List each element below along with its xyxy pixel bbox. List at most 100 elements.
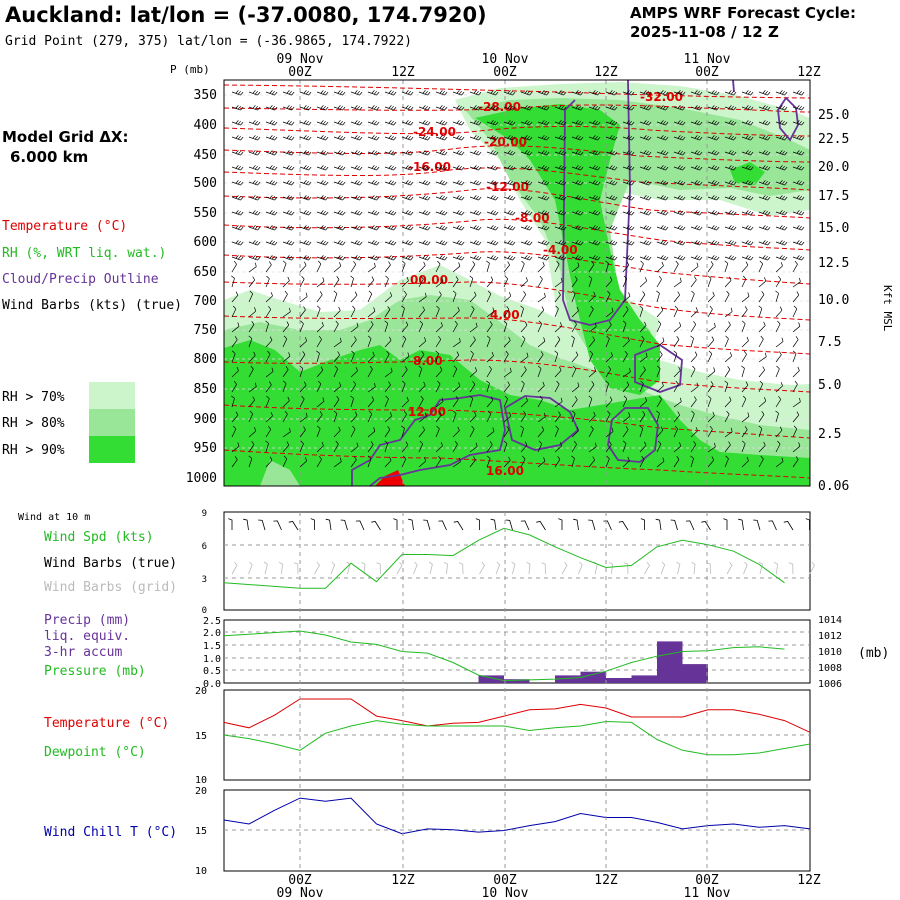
wind-barb xyxy=(248,225,261,231)
wind-barb xyxy=(265,150,278,156)
wind-barb xyxy=(622,395,628,408)
wind-barb xyxy=(333,180,346,186)
wind-barb xyxy=(639,411,646,423)
wind-barb xyxy=(690,396,697,408)
wind-barb xyxy=(605,255,618,261)
wind-barb xyxy=(656,320,662,333)
wind-barb xyxy=(469,255,482,261)
wind-barb xyxy=(435,350,439,363)
height-tick: 22.5 xyxy=(818,132,849,147)
pressure-tick: 600 xyxy=(194,235,217,250)
wind-barb xyxy=(231,350,236,363)
wind-barb xyxy=(231,395,235,408)
wind-barb xyxy=(520,195,533,201)
wind-panel-label: Wind at 10 m xyxy=(18,512,90,523)
wind-barb xyxy=(605,90,618,96)
wind-barb xyxy=(384,412,393,423)
wind-barb xyxy=(231,336,238,348)
wind-barb xyxy=(622,440,627,453)
precip-bar xyxy=(504,679,530,683)
wind-barb xyxy=(384,292,393,303)
wind-barb xyxy=(792,336,799,348)
wind-barb xyxy=(248,427,257,438)
wind-barb xyxy=(248,396,256,408)
isotherm-label: -20.00 xyxy=(484,135,527,149)
wind-barb xyxy=(316,397,325,408)
wind-barb xyxy=(503,350,509,363)
precip-bar xyxy=(580,671,606,683)
wind-barb xyxy=(775,105,788,111)
wind-barb xyxy=(350,255,363,261)
wind-barb xyxy=(775,306,783,318)
wind-barb xyxy=(673,165,686,171)
wind-barb xyxy=(452,290,457,303)
wind-barb xyxy=(622,210,635,216)
top-hour-5: 00Z xyxy=(695,65,719,80)
windchill-ytick: 20 xyxy=(195,786,207,797)
wind-barb xyxy=(656,351,663,363)
wind-barb xyxy=(248,90,261,96)
top-hour-4: 12Z xyxy=(594,65,618,80)
pressure-unit: (mb) xyxy=(858,646,889,661)
precip-bars xyxy=(478,641,708,683)
precip-panel-gridlines xyxy=(224,631,810,671)
wind-barb xyxy=(435,180,448,186)
wind-barb xyxy=(571,276,578,288)
wind-barb xyxy=(333,262,342,273)
wind-barb xyxy=(350,442,359,453)
wind-barb xyxy=(554,150,567,156)
wind-barb xyxy=(656,306,664,318)
wind-barb xyxy=(707,442,716,453)
wind-barb xyxy=(367,396,375,408)
wind-barb xyxy=(486,135,499,141)
surface-wind-barb xyxy=(685,520,695,531)
isotherm-label: 12.00 xyxy=(408,405,446,419)
bottom-date-2: 10 Nov xyxy=(482,886,529,900)
wind-barb xyxy=(639,335,645,348)
wind-barb xyxy=(724,240,737,246)
wind-barb xyxy=(452,320,458,333)
isotherm-label: 16.00 xyxy=(486,464,524,478)
wind-barb xyxy=(231,105,244,111)
wind-barb xyxy=(350,305,356,318)
wind-barb xyxy=(282,120,295,126)
wind-barb xyxy=(418,306,426,318)
wind-barb xyxy=(469,135,482,141)
wind-barb xyxy=(418,90,431,96)
wind-barb xyxy=(282,165,295,171)
wind-barb xyxy=(554,105,567,111)
wind-barb xyxy=(316,165,329,171)
wind-barb xyxy=(537,292,546,303)
wind-barb xyxy=(792,291,800,303)
wind-barb xyxy=(469,180,482,186)
wind-barb xyxy=(401,165,414,171)
wind-barb xyxy=(605,150,618,156)
surface-wind-barb xyxy=(644,561,650,575)
wind-barb xyxy=(537,261,545,273)
wind-barb xyxy=(792,260,798,273)
wind-barb xyxy=(503,150,516,156)
wind-barb xyxy=(656,150,669,156)
wind-barb xyxy=(724,105,737,111)
wind-barb xyxy=(333,225,346,231)
wind-barb xyxy=(673,180,686,186)
model-grid-label: Model Grid ΔX: xyxy=(2,128,129,146)
wind-barb xyxy=(758,335,764,348)
legend-rh90-swatch xyxy=(89,436,135,463)
wind-barb xyxy=(707,381,714,393)
surface-wind-barb xyxy=(655,518,662,531)
wind-barb xyxy=(792,150,805,156)
wind-barb xyxy=(401,180,414,186)
wind-barb xyxy=(792,322,801,333)
wind-barb xyxy=(248,382,257,393)
wind-barb xyxy=(775,210,788,216)
wind-barb xyxy=(503,425,510,438)
wind-barb xyxy=(248,240,261,246)
wind-barb xyxy=(554,380,560,393)
wind-barb xyxy=(469,225,482,231)
wind-barb xyxy=(605,225,618,231)
surface-wind-barb xyxy=(330,561,336,575)
wind-barb xyxy=(248,365,254,378)
wind-barb xyxy=(554,456,561,468)
pressure-tick: 850 xyxy=(194,382,217,397)
